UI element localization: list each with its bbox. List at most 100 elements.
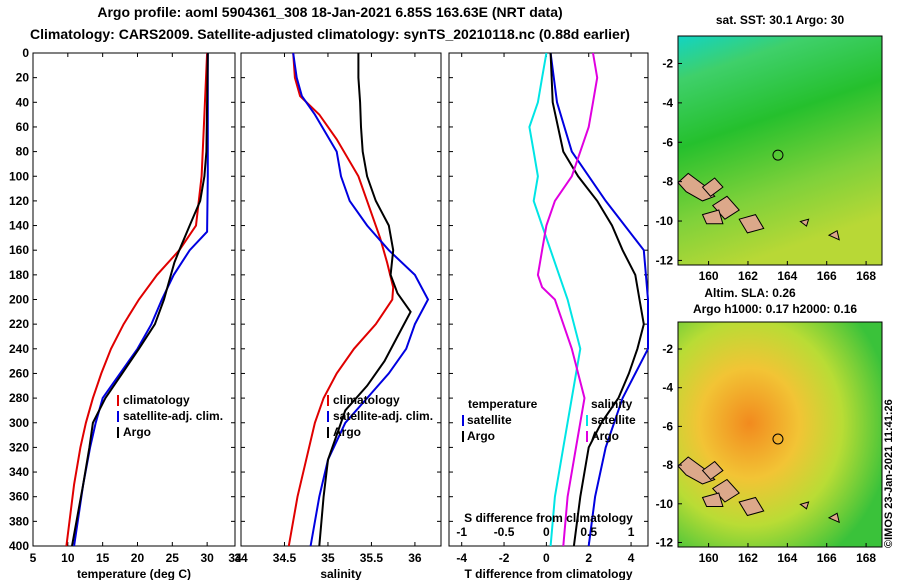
x2-tick-label: 0.5	[580, 525, 597, 539]
x2-tick-label: 0	[543, 525, 550, 539]
x-tick-label: 162	[738, 551, 758, 565]
y-tick-label: 400	[9, 539, 29, 553]
map-sla-subtitle: Argo h1000: 0.17 h2000: 0.16	[693, 302, 857, 316]
island-shape	[799, 501, 810, 510]
y-tick-label: 260	[9, 366, 29, 380]
y-tick-label: -2	[662, 342, 673, 356]
x-tick-label: 4	[628, 551, 635, 565]
chart-panel-3: -4 -2 0 2 4 T difference from climatology -1 -0…	[448, 52, 649, 580]
legend-label: Argo	[591, 429, 619, 443]
x2-axis-label: S difference from climatology	[464, 511, 633, 525]
x-tick-label: 30	[200, 551, 214, 565]
figure-title-line2: Climatology: CARS2009. Satellite-adjuste…	[30, 26, 630, 42]
x-tick-label: 160	[699, 551, 719, 565]
legend-label: salinity	[591, 397, 633, 411]
credit-text: ©IMOS 23-Jan-2021 11:41:26	[883, 399, 895, 548]
island-shape	[827, 512, 840, 524]
map-sst: -2 -4 -6 -8 -10 -12 160 162 164 166 168 sat. SST: 3…	[656, 13, 883, 283]
x2-tick-label: -0.5	[494, 525, 515, 539]
legend-label: Argo	[123, 425, 151, 439]
y-tick-label: 200	[9, 293, 29, 307]
island-shape	[827, 229, 840, 241]
legend-label: satellite-adj. clim.	[333, 409, 433, 423]
x-tick-label: 0	[543, 551, 550, 565]
x-tick-label: 164	[777, 269, 797, 283]
y-tick-label: -6	[662, 135, 673, 149]
x-tick-label: -2	[499, 551, 510, 565]
y-tick-label: -12	[656, 536, 674, 550]
series-line-argo	[318, 53, 412, 547]
legend-label: Argo	[333, 425, 361, 439]
y-tick-label: 120	[9, 194, 29, 208]
x-tick-label: 166	[817, 551, 837, 565]
series-line-salinity-argo	[536, 52, 599, 547]
series-line-climatology	[65, 52, 209, 547]
island-shape	[677, 172, 716, 202]
x-tick-label: 36	[408, 551, 422, 565]
y-tick-label: 240	[9, 342, 29, 356]
y-tick-label: 80	[16, 145, 30, 159]
legend-label: Argo	[467, 429, 495, 443]
island-shape	[701, 492, 724, 507]
map-sst-title: sat. SST: 30.1 Argo: 30	[716, 13, 845, 27]
island-shape	[738, 214, 765, 234]
island-shape	[799, 218, 810, 227]
x-tick-label: 15	[96, 551, 110, 565]
x-axis-label: T difference from climatology	[464, 567, 632, 580]
x-tick-label: 168	[856, 551, 876, 565]
plot-frame	[240, 52, 442, 547]
chart-panel-2: 34 34.5 35 35.5 36 salinity climatology satelli…	[234, 52, 442, 580]
series-line-temperature-argo	[549, 52, 645, 547]
x-tick-label: 35	[321, 551, 335, 565]
y-tick-label: -6	[662, 419, 673, 433]
island-shape	[677, 456, 716, 485]
plot-frame	[448, 52, 649, 547]
y-tick-label: -4	[662, 381, 673, 395]
y-tick-label: 220	[9, 317, 29, 331]
island-shape	[701, 177, 724, 197]
y-tick-label: 160	[9, 243, 29, 257]
x-tick-label: 34.5	[273, 551, 297, 565]
y-tick-label: 280	[9, 391, 29, 405]
island-shape	[711, 195, 740, 220]
x-tick-label: 35.5	[360, 551, 384, 565]
y-tick-label: 300	[9, 416, 29, 430]
y-tick-label: -10	[656, 497, 674, 511]
x-tick-label: 25	[166, 551, 180, 565]
x-tick-label: 34	[228, 551, 242, 565]
series-line-satellite-adj-clim-	[292, 52, 430, 547]
y-tick-label: 360	[9, 490, 29, 504]
plot-frame	[32, 52, 236, 547]
series-line-salinity-satellite	[528, 52, 582, 547]
y-tick-label: 320	[9, 440, 29, 454]
y-tick-label: -8	[662, 458, 673, 472]
x-tick-label: 2	[585, 551, 592, 565]
x2-tick-label: 1	[628, 525, 635, 539]
y-tick-label: 380	[9, 514, 29, 528]
x-tick-label: 5	[30, 551, 37, 565]
y-tick-label: -8	[662, 175, 673, 189]
x-axis-label: salinity	[320, 567, 362, 580]
y-tick-label: -12	[656, 253, 674, 267]
map-sla-title: Altim. SLA: 0.26	[704, 286, 796, 300]
x-tick-label: 166	[817, 269, 837, 283]
x-tick-label: -4	[456, 551, 467, 565]
y-tick-label: 340	[9, 465, 29, 479]
x-tick-label: 160	[699, 269, 719, 283]
y-tick-label: -10	[656, 214, 674, 228]
x-tick-label: 20	[131, 551, 145, 565]
x-axis-label: temperature (deg C)	[77, 567, 191, 580]
x-tick-label: 10	[61, 551, 75, 565]
series-line-climatology	[287, 52, 395, 547]
island-shape	[738, 496, 765, 517]
legend-label: satellite	[591, 413, 636, 427]
x-tick-label: 168	[856, 269, 876, 283]
y-tick-label: 40	[16, 95, 30, 109]
argo-location-marker	[772, 433, 784, 445]
series-line-temperature-satellite	[549, 52, 649, 547]
island-shape	[701, 460, 724, 481]
y-tick-label: -4	[662, 96, 673, 110]
x2-tick-label: -1	[456, 525, 467, 539]
x-tick-label: 34	[234, 551, 248, 565]
series-line-argo	[71, 52, 209, 547]
